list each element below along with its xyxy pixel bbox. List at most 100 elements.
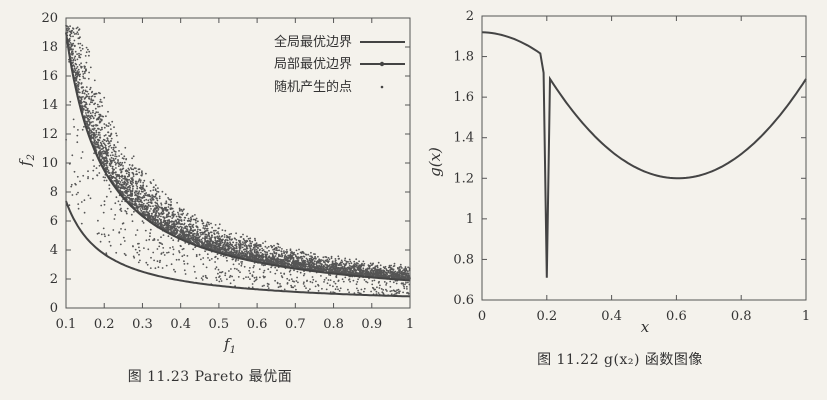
random-point bbox=[243, 245, 246, 247]
random-point bbox=[136, 187, 139, 190]
random-point bbox=[348, 262, 351, 265]
random-point bbox=[285, 249, 288, 251]
random-point bbox=[394, 270, 397, 273]
random-point bbox=[232, 241, 235, 244]
random-point bbox=[280, 250, 283, 253]
random-point bbox=[102, 156, 105, 159]
random-point bbox=[204, 240, 207, 243]
random-point bbox=[164, 221, 167, 224]
random-point bbox=[226, 243, 229, 245]
random-point bbox=[261, 247, 263, 250]
random-point bbox=[77, 83, 80, 86]
random-point bbox=[245, 256, 248, 259]
random-point bbox=[189, 220, 192, 223]
random-point bbox=[68, 39, 70, 42]
random-point bbox=[339, 264, 341, 267]
random-point bbox=[398, 271, 401, 273]
random-point bbox=[373, 267, 376, 269]
random-point bbox=[342, 263, 345, 265]
random-point bbox=[197, 220, 199, 223]
random-point bbox=[91, 124, 93, 127]
random-point bbox=[77, 37, 80, 40]
random-point bbox=[120, 153, 123, 156]
random-point bbox=[250, 251, 253, 254]
random-point bbox=[384, 273, 387, 276]
random-point bbox=[174, 213, 177, 216]
random-point bbox=[165, 224, 168, 227]
random-point bbox=[129, 167, 132, 169]
random-point bbox=[221, 229, 224, 232]
random-point bbox=[274, 258, 276, 260]
random-point bbox=[332, 267, 335, 270]
random-point bbox=[190, 232, 193, 234]
random-point bbox=[165, 200, 168, 203]
random-point bbox=[208, 223, 211, 226]
random-point bbox=[218, 235, 221, 238]
random-point bbox=[157, 191, 160, 193]
random-point bbox=[378, 272, 380, 274]
random-point bbox=[206, 237, 208, 239]
random-point bbox=[147, 207, 149, 209]
random-point bbox=[136, 205, 138, 208]
random-point bbox=[121, 168, 124, 171]
random-point bbox=[289, 260, 291, 263]
random-point bbox=[154, 208, 157, 211]
random-point bbox=[179, 225, 182, 228]
random-point bbox=[129, 186, 132, 189]
random-point bbox=[235, 247, 238, 250]
random-point bbox=[179, 233, 182, 236]
random-point bbox=[274, 255, 277, 257]
random-point bbox=[183, 219, 186, 222]
random-point bbox=[124, 178, 126, 181]
random-point bbox=[119, 168, 122, 171]
random-point bbox=[230, 246, 232, 249]
random-point bbox=[401, 273, 403, 276]
random-point bbox=[320, 266, 322, 269]
random-point bbox=[128, 174, 131, 176]
random-point bbox=[85, 69, 87, 72]
random-point bbox=[74, 62, 77, 65]
random-point bbox=[83, 72, 86, 74]
random-point bbox=[172, 216, 175, 218]
random-point bbox=[279, 255, 282, 258]
random-point bbox=[132, 187, 134, 190]
random-point bbox=[245, 249, 248, 252]
random-point bbox=[100, 159, 103, 162]
random-point bbox=[151, 213, 154, 215]
random-point bbox=[99, 144, 102, 147]
random-point bbox=[81, 47, 84, 50]
random-point bbox=[129, 184, 131, 187]
random-point bbox=[126, 170, 129, 173]
random-point bbox=[99, 147, 101, 149]
random-point bbox=[208, 242, 211, 245]
random-point bbox=[129, 181, 132, 184]
random-point bbox=[314, 253, 316, 256]
random-point bbox=[91, 90, 94, 93]
random-point bbox=[94, 135, 97, 137]
random-point bbox=[292, 253, 295, 256]
random-point bbox=[270, 244, 272, 247]
random-point bbox=[355, 269, 358, 272]
random-point bbox=[128, 169, 131, 171]
random-point bbox=[205, 233, 208, 236]
random-point bbox=[132, 172, 135, 175]
random-point bbox=[113, 126, 115, 129]
random-point bbox=[196, 231, 199, 234]
random-point bbox=[247, 237, 250, 240]
random-point bbox=[289, 249, 292, 252]
random-point bbox=[101, 126, 103, 129]
random-point bbox=[255, 256, 258, 259]
random-point bbox=[163, 217, 166, 220]
random-point bbox=[308, 259, 311, 262]
random-point bbox=[309, 255, 311, 257]
random-point bbox=[124, 194, 126, 197]
random-point bbox=[375, 273, 378, 276]
random-point bbox=[405, 273, 408, 276]
random-point bbox=[151, 219, 154, 221]
random-point bbox=[201, 243, 204, 246]
random-point bbox=[238, 249, 241, 252]
random-point bbox=[383, 267, 386, 270]
random-point bbox=[190, 227, 193, 230]
random-point bbox=[177, 221, 180, 224]
random-point bbox=[71, 50, 74, 53]
